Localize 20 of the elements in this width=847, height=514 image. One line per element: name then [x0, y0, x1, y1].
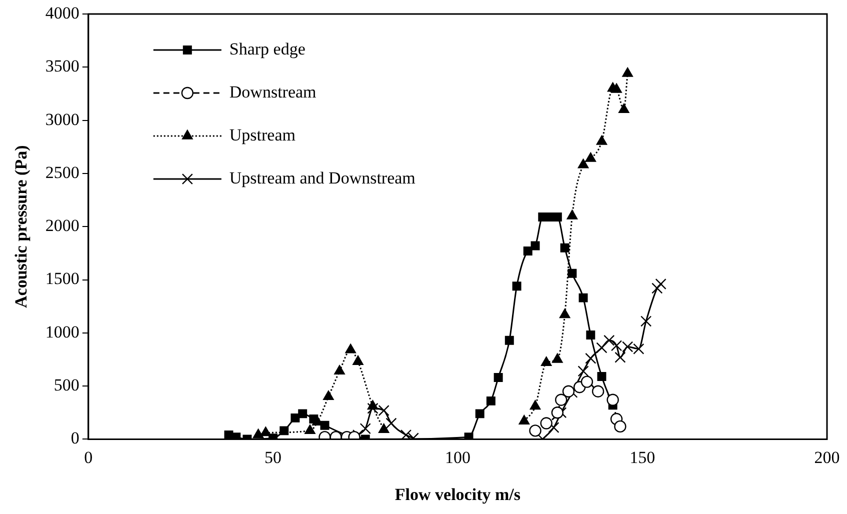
legend-label: Sharp edge	[229, 39, 306, 58]
x-tick-label: 100	[444, 448, 470, 467]
x-tick-label: 50	[264, 448, 282, 467]
y-tick-label: 1000	[45, 322, 80, 342]
y-tick-label: 500	[54, 376, 80, 395]
legend-label: Upstream	[229, 125, 296, 144]
y-tick-label: 2500	[45, 162, 80, 182]
x-tick-label: 0	[84, 448, 93, 467]
y-tick-label: 3000	[45, 110, 80, 129]
legend-label: Upstream and Downstream	[229, 168, 416, 188]
y-tick-label: 4000	[45, 3, 80, 22]
y-tick-label: 1500	[45, 269, 80, 288]
y-tick-label: 0	[70, 428, 80, 448]
x-tick-label: 150	[630, 448, 656, 467]
y-axis-title: Acoustic pressure (Pa)	[12, 145, 31, 308]
legend-label: Downstream	[229, 82, 316, 102]
x-tick-label: 200	[814, 448, 840, 467]
y-tick-label: 3500	[45, 56, 80, 76]
x-axis-title: Flow velocity m/s	[394, 485, 521, 504]
y-tick-label: 2000	[45, 216, 80, 236]
